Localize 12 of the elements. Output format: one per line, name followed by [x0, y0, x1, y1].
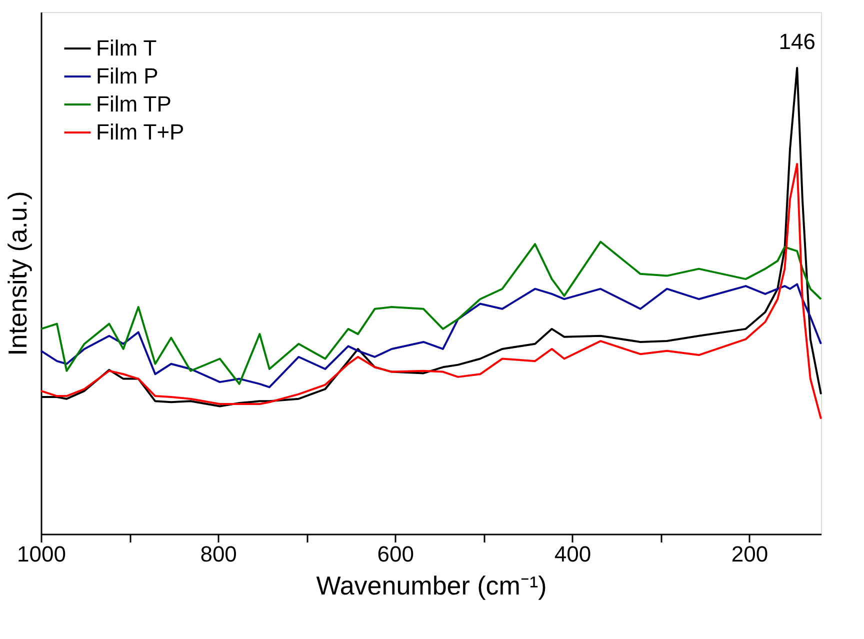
legend-label: Film T+P	[96, 120, 184, 144]
legend-label: Film P	[96, 64, 158, 88]
x-tick-label: 800	[200, 542, 237, 566]
x-tick-label: 200	[731, 542, 768, 566]
y-axis-title: Intensity (a.u.)	[2, 191, 32, 356]
x-axis-title: Wavenumber (cm⁻¹)	[316, 570, 547, 600]
legend-label: Film TP	[96, 92, 172, 116]
x-tick-label: 400	[554, 542, 592, 566]
annotation: 146	[778, 28, 816, 54]
legend-label: Film T	[96, 36, 157, 60]
x-tick-label: 600	[377, 542, 414, 566]
x-tick-label: 1000	[17, 542, 66, 566]
